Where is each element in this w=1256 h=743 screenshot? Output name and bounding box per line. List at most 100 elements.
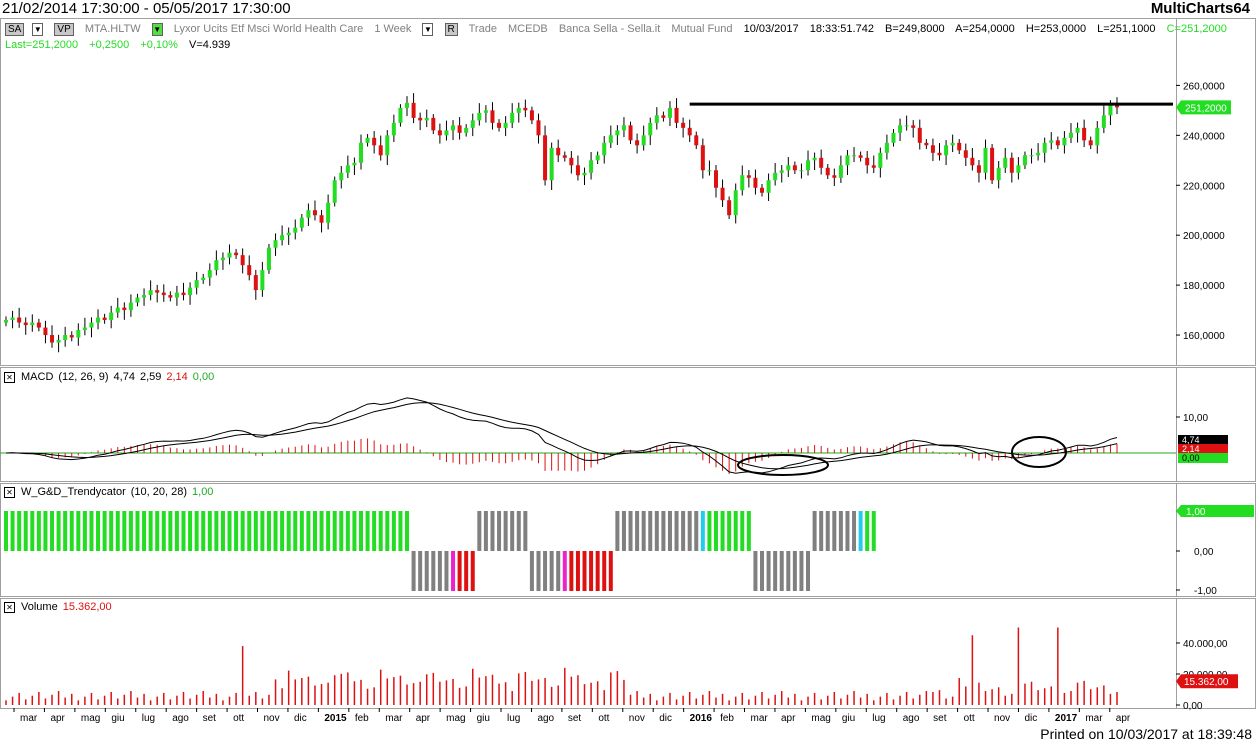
x-tick-label: giu [111,713,124,724]
trend-bar [595,551,600,591]
trend-bar [188,511,193,551]
candle-body [891,132,896,143]
trend-tick-label: 0,00 [1194,547,1214,558]
r-button[interactable]: R [444,23,458,37]
candle-body [792,165,797,171]
candle-body [76,330,81,338]
trend-bar [667,511,672,551]
candle-body [911,125,916,128]
candle-body [293,227,298,233]
trend-bar [628,511,633,551]
candle-body [957,142,962,151]
trend-bar [155,511,160,551]
candle-body [733,190,738,216]
x-tick-label: nov [264,713,280,724]
trend-bar [733,511,738,551]
price-tick-label: 220,0000 [1183,181,1225,192]
price-tick-label: 240,0000 [1183,131,1225,142]
candle-body [142,295,147,298]
trend-bar [424,551,429,591]
candle-body [109,312,114,321]
x-tick-label: ago [903,713,920,724]
x-tick-label: nov [629,713,645,724]
candle-body [852,155,857,157]
candle-body [694,135,699,146]
annotation-ellipse [1011,436,1067,468]
trend-bar [727,511,732,551]
close-icon[interactable]: ✕ [4,602,15,613]
trend-bar [543,551,548,591]
trend-bar [654,511,659,551]
x-tick-label: mar [1085,713,1103,724]
candle-body [299,217,304,228]
close-icon[interactable]: ✕ [4,372,15,383]
candle-body [1088,140,1093,146]
trend-bar [799,551,804,591]
volume-name: Volume [21,601,58,613]
interval-chevron-icon[interactable]: ▼ [422,23,434,36]
candle-body [378,145,383,156]
candle-body [819,157,824,168]
chevron-down-icon[interactable]: ▼ [32,23,44,36]
trend-bar [792,551,797,591]
candle-body [760,187,765,193]
candle-body [444,130,449,136]
sa-button[interactable]: SA [5,23,25,37]
trend-bar [838,511,843,551]
trend-bar [845,511,850,551]
trend-bar [56,511,61,551]
trend-bar [457,551,462,591]
candle-body [437,130,442,136]
x-tick-label: giu [842,713,855,724]
candle-body [188,287,193,296]
candle-body [1062,137,1067,146]
candle-body [483,110,488,113]
candle-body [944,145,949,156]
candle-body [1115,105,1119,108]
candle-body [707,170,712,172]
macd-signal-line [5,402,1118,470]
trend-bar [89,511,94,551]
candle-body [746,175,751,178]
macd-badge-label: 0,00 [1182,453,1200,463]
candle-body [720,187,725,201]
x-tick-label: dic [659,713,672,724]
trend-bar [115,511,120,551]
candle-body [391,122,396,136]
candle-body [766,180,771,193]
trend-bar [102,511,107,551]
last-price-label: 251,2000 [1185,103,1227,114]
candle-body [575,165,580,176]
trend-bar [207,511,212,551]
dropdown-arrow-icon[interactable]: ▼ [151,23,163,36]
vp-button[interactable]: VP [54,23,74,37]
candle-body [207,270,212,278]
candle-body [970,157,975,166]
macd-panel-label: ✕ MACD (12, 26, 9) 4,74 2,59 2,14 0,00 [4,371,219,383]
x-tick-label: nov [994,713,1010,724]
volume-panel-label: ✕ Volume 15.362,00 [4,601,117,613]
trend-bar [760,551,765,591]
x-tick-label: 2017 [1055,713,1078,724]
candle-body [273,240,278,248]
close-icon[interactable]: ✕ [4,487,15,498]
trend-bar [128,511,133,551]
candle-body [602,142,607,156]
candle-body [161,292,166,296]
trend-bar [253,511,258,551]
candle-body [510,112,515,123]
trend-bar [312,511,317,551]
trend-bar [615,511,620,551]
candle-body [1009,157,1014,173]
candle-body [996,167,1001,181]
candle-body [937,152,942,156]
instrument-category: Mutual Fund [671,23,733,36]
candle-body [516,107,521,113]
trend-bar [437,551,442,591]
volume-tick-label: 40.000,00 [1183,639,1228,650]
candle-body [667,107,672,118]
trend-bar [280,511,285,551]
candle-body [713,170,718,188]
macd-line [5,397,1118,474]
x-tick-label: ott [233,713,244,724]
